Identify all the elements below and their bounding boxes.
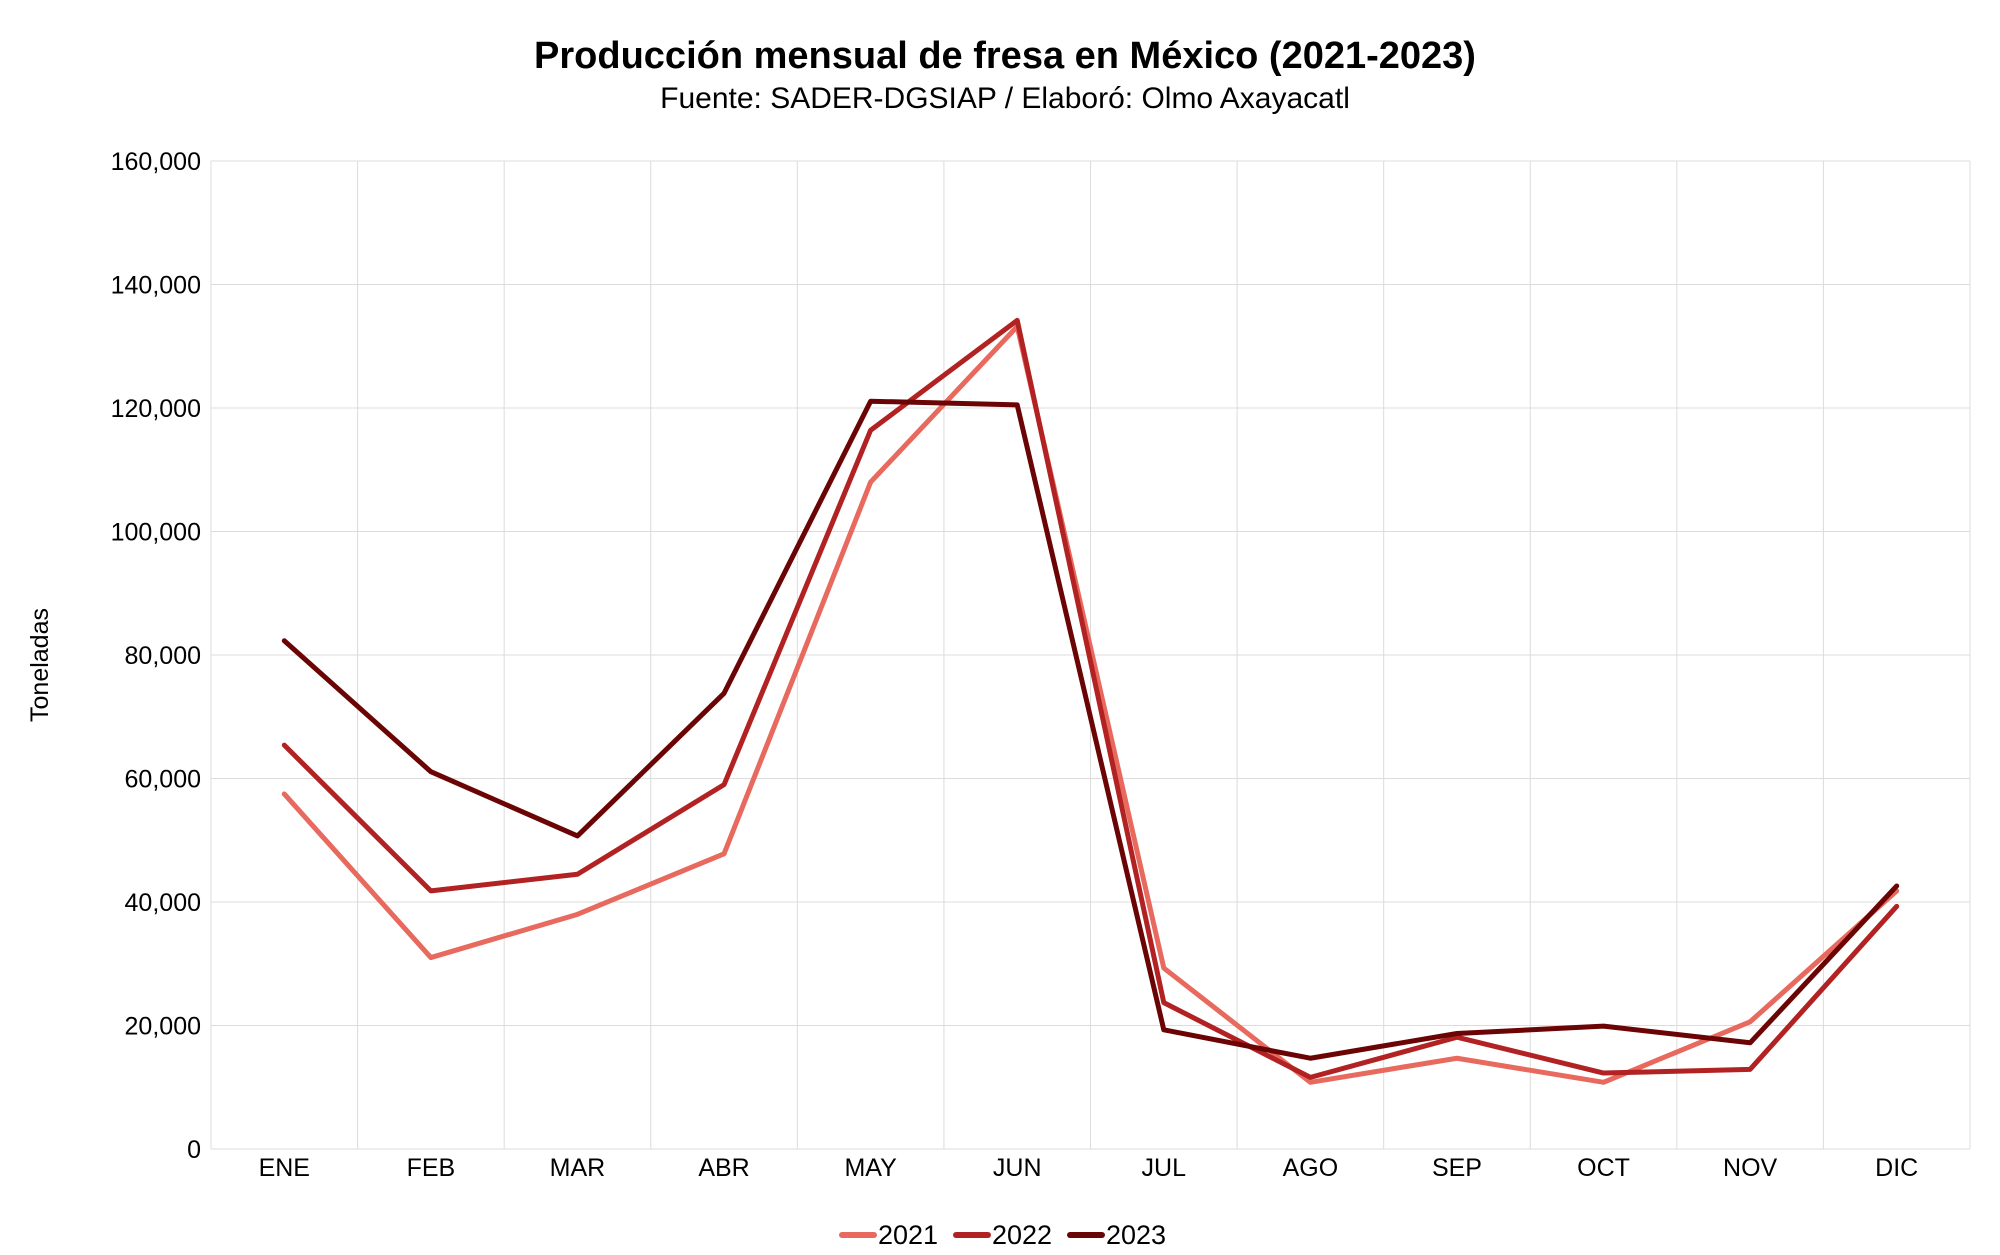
x-tick-label: FEB — [407, 1154, 456, 1182]
x-tick-label: NOV — [1723, 1154, 1778, 1182]
x-tick-label: JUN — [993, 1154, 1042, 1182]
series-line-2023 — [281, 398, 1900, 1061]
x-tick-label: DIC — [1875, 1154, 1918, 1182]
y-tick-label: 140,000 — [111, 272, 201, 300]
legend-label-2022: 2022 — [992, 1220, 1052, 1250]
chart-title: Producción mensual de fresa en México (2… — [534, 35, 1476, 77]
y-tick-label: 100,000 — [111, 519, 201, 547]
y-tick-label: 60,000 — [125, 766, 201, 794]
x-tick-label: AGO — [1283, 1154, 1339, 1182]
y-tick-label: 120,000 — [111, 395, 201, 423]
chart-subtitle: Fuente: SADER-DGSIAP / Elaboró: Olmo Axa… — [660, 82, 1350, 115]
series-line-2022 — [281, 317, 1900, 1080]
x-tick-label: ENE — [259, 1154, 310, 1182]
y-tick-label: 80,000 — [125, 642, 201, 670]
x-tick-label: JUL — [1142, 1154, 1187, 1182]
y-tick-label: 0 — [187, 1136, 201, 1164]
x-tick-label: MAY — [844, 1154, 897, 1182]
y-tick-label: 20,000 — [125, 1013, 201, 1041]
legend-label-2023: 2023 — [1106, 1220, 1166, 1250]
legend-label-2021: 2021 — [878, 1220, 938, 1250]
x-tick-label: ABR — [698, 1154, 749, 1182]
x-tick-label: SEP — [1432, 1154, 1482, 1182]
y-tick-label: 40,000 — [125, 889, 201, 917]
y-tick-label: 160,000 — [111, 148, 201, 176]
x-tick-label: MAR — [550, 1154, 606, 1182]
x-tick-label: OCT — [1577, 1154, 1630, 1182]
y-axis-label: Toneladas — [26, 608, 54, 722]
